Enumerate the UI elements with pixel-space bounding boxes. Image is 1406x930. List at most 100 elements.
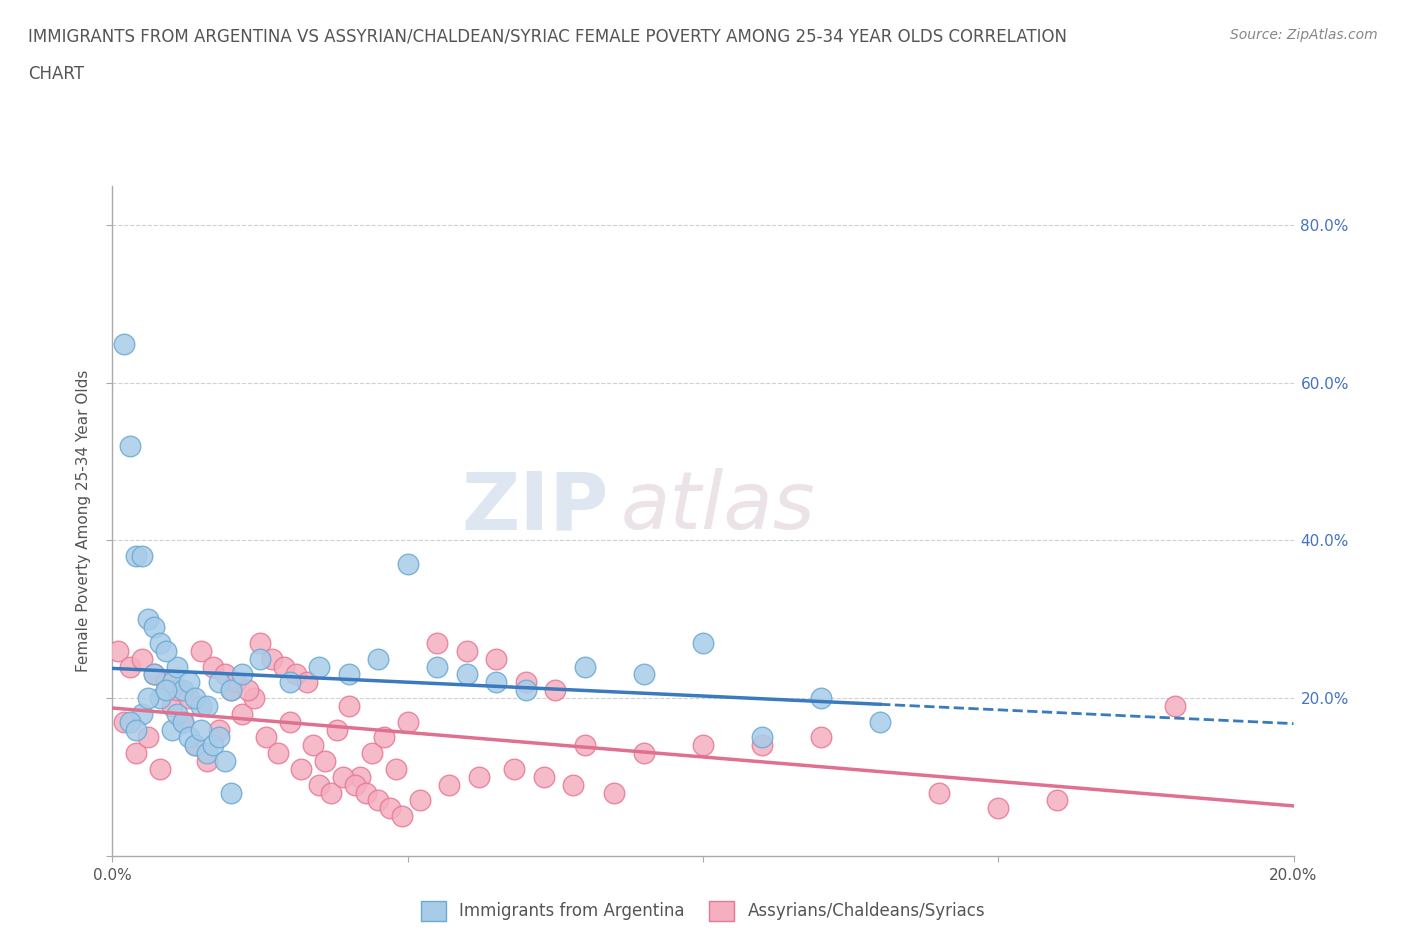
Point — [190, 722, 212, 737]
Point — [308, 777, 330, 792]
Point — [195, 753, 218, 768]
Point — [155, 644, 177, 658]
Point — [302, 737, 325, 752]
Point — [349, 769, 371, 784]
Point — [125, 746, 148, 761]
Point — [142, 619, 165, 634]
Point — [112, 336, 135, 351]
Point — [120, 439, 142, 454]
Point — [214, 753, 236, 768]
Point — [633, 667, 655, 682]
Point — [1046, 793, 1069, 808]
Point — [314, 753, 336, 768]
Point — [166, 707, 188, 722]
Point — [125, 722, 148, 737]
Point — [343, 777, 366, 792]
Point — [249, 635, 271, 650]
Point — [179, 691, 201, 706]
Point — [378, 801, 401, 816]
Point — [172, 683, 194, 698]
Point — [260, 651, 283, 666]
Point — [297, 675, 319, 690]
Point — [426, 635, 449, 650]
Point — [267, 746, 290, 761]
Point — [408, 793, 430, 808]
Point — [195, 698, 218, 713]
Point — [208, 730, 231, 745]
Point — [201, 659, 224, 674]
Point — [231, 707, 253, 722]
Point — [319, 785, 342, 800]
Point — [456, 667, 478, 682]
Point — [503, 762, 526, 777]
Point — [515, 683, 537, 698]
Point — [562, 777, 585, 792]
Text: Source: ZipAtlas.com: Source: ZipAtlas.com — [1230, 28, 1378, 42]
Point — [149, 762, 172, 777]
Point — [136, 612, 159, 627]
Point — [155, 675, 177, 690]
Point — [278, 714, 301, 729]
Point — [107, 644, 129, 658]
Point — [238, 683, 260, 698]
Point — [533, 769, 555, 784]
Point — [337, 667, 360, 682]
Point — [574, 659, 596, 674]
Point — [131, 707, 153, 722]
Point — [987, 801, 1010, 816]
Point — [278, 675, 301, 690]
Point — [869, 714, 891, 729]
Point — [208, 675, 231, 690]
Point — [284, 667, 307, 682]
Point — [373, 730, 395, 745]
Point — [219, 683, 242, 698]
Point — [190, 698, 212, 713]
Text: atlas: atlas — [620, 469, 815, 547]
Point — [155, 683, 177, 698]
Point — [485, 651, 508, 666]
Point — [131, 651, 153, 666]
Point — [120, 714, 142, 729]
Point — [184, 737, 207, 752]
Point — [633, 746, 655, 761]
Point — [603, 785, 626, 800]
Point — [208, 722, 231, 737]
Point — [201, 737, 224, 752]
Legend: Immigrants from Argentina, Assyrians/Chaldeans/Syriacs: Immigrants from Argentina, Assyrians/Cha… — [413, 894, 993, 927]
Point — [249, 651, 271, 666]
Point — [136, 691, 159, 706]
Point — [243, 691, 266, 706]
Text: IMMIGRANTS FROM ARGENTINA VS ASSYRIAN/CHALDEAN/SYRIAC FEMALE POVERTY AMONG 25-34: IMMIGRANTS FROM ARGENTINA VS ASSYRIAN/CH… — [28, 28, 1067, 46]
Point — [273, 659, 295, 674]
Point — [385, 762, 408, 777]
Point — [356, 785, 378, 800]
Point — [692, 737, 714, 752]
Point — [426, 659, 449, 674]
Point — [172, 714, 194, 729]
Text: CHART: CHART — [28, 65, 84, 83]
Point — [231, 667, 253, 682]
Point — [485, 675, 508, 690]
Point — [179, 675, 201, 690]
Point — [166, 659, 188, 674]
Point — [125, 549, 148, 564]
Point — [751, 730, 773, 745]
Point — [396, 557, 419, 572]
Point — [456, 644, 478, 658]
Point — [195, 746, 218, 761]
Point — [190, 644, 212, 658]
Point — [544, 683, 567, 698]
Point — [225, 675, 247, 690]
Point — [142, 667, 165, 682]
Point — [160, 698, 183, 713]
Point — [179, 730, 201, 745]
Point — [149, 691, 172, 706]
Point — [751, 737, 773, 752]
Point — [172, 714, 194, 729]
Point — [112, 714, 135, 729]
Point — [308, 659, 330, 674]
Point — [184, 691, 207, 706]
Point — [574, 737, 596, 752]
Point — [131, 549, 153, 564]
Point — [290, 762, 312, 777]
